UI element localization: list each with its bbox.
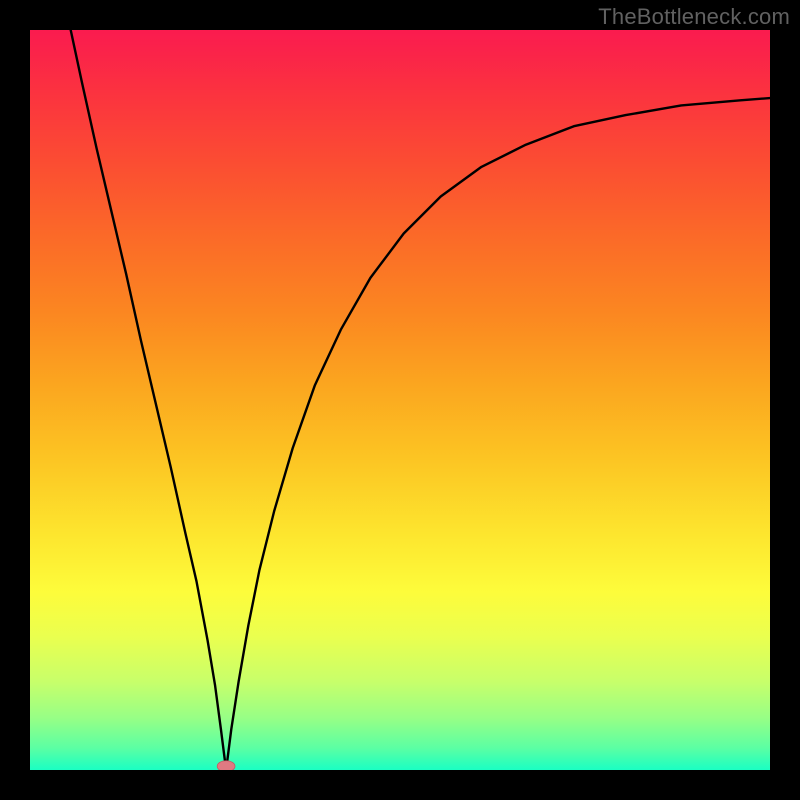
plot-svg [30,30,770,770]
optimal-point-marker [217,761,235,770]
gradient-background [30,30,770,770]
chart-outer-frame: TheBottleneck.com [0,0,800,800]
plot-area [30,30,770,770]
watermark-text: TheBottleneck.com [598,4,790,30]
